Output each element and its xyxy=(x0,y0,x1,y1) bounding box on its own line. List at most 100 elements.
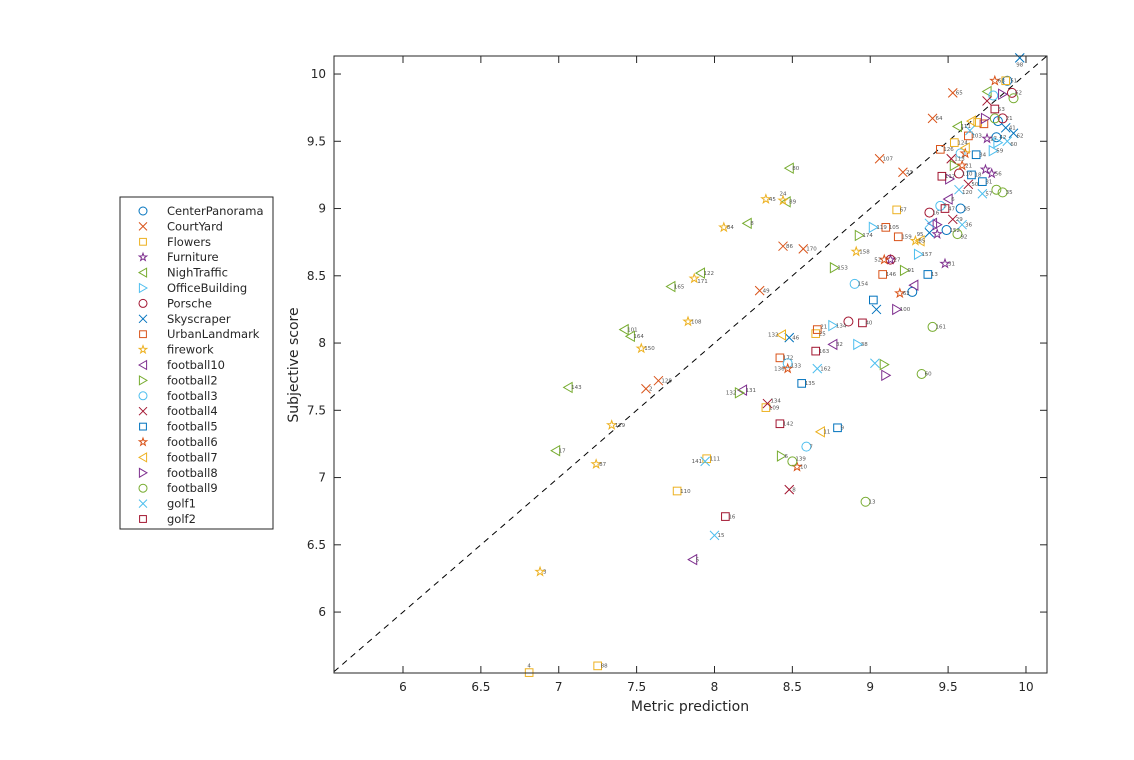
data-point xyxy=(992,116,1003,127)
data-point xyxy=(618,323,629,336)
data-point xyxy=(1002,75,1013,86)
point-label: 47 xyxy=(948,206,955,212)
legend-entry: football9 xyxy=(138,481,218,495)
legend-entry: golf2 xyxy=(139,512,196,526)
legend-entry: football2 xyxy=(138,373,218,387)
point-label: 132 xyxy=(768,333,779,339)
data-point xyxy=(829,261,840,274)
legend-label: NighTraffic xyxy=(167,266,228,280)
legend-label: football9 xyxy=(167,481,218,495)
data-point xyxy=(937,171,947,181)
point-label: 143 xyxy=(571,385,582,391)
point-label: 46 xyxy=(792,335,799,341)
x-tick-label: 6 xyxy=(399,680,407,694)
point-label: 113 xyxy=(954,157,965,163)
data-point xyxy=(913,248,925,261)
point-label: 119 xyxy=(876,225,887,231)
data-point xyxy=(775,419,785,429)
data-point xyxy=(946,153,957,164)
point-label: 52 xyxy=(874,257,881,263)
data-point xyxy=(914,235,925,247)
data-point xyxy=(871,304,882,315)
point-label: 16 xyxy=(728,514,735,520)
data-point xyxy=(682,315,694,327)
series-football9 xyxy=(787,93,1019,507)
data-point xyxy=(828,319,839,332)
data-point xyxy=(963,179,974,190)
point-label: 101 xyxy=(627,327,638,333)
legend-entry: golf1 xyxy=(138,497,196,511)
legend-entry: Porsche xyxy=(138,296,212,310)
legend-label: golf1 xyxy=(167,497,196,511)
point-label: 98 xyxy=(1016,62,1023,68)
data-point xyxy=(892,303,903,316)
point-label: 62 xyxy=(1015,91,1022,97)
data-point xyxy=(965,115,977,127)
y-tick-label: 8.5 xyxy=(307,269,326,283)
legend-entry: football5 xyxy=(139,420,218,434)
series-football8 xyxy=(881,88,1009,382)
data-point xyxy=(947,214,958,225)
point-label: 172 xyxy=(783,356,794,362)
data-point xyxy=(833,423,842,433)
point-label: 124 xyxy=(957,140,968,146)
series-firework xyxy=(534,193,922,577)
data-point xyxy=(827,338,838,351)
data-point xyxy=(982,96,992,106)
point-label: 42 xyxy=(999,135,1006,141)
point-label: 23 xyxy=(906,170,913,176)
data-point xyxy=(981,85,992,98)
legend-entry: Furniture xyxy=(137,250,219,264)
data-points xyxy=(333,53,1048,677)
point-label: 40 xyxy=(865,321,872,327)
data-point xyxy=(798,244,809,254)
point-label: 21 xyxy=(965,163,972,169)
y-tick-label: 9 xyxy=(318,202,326,216)
point-label: 62 xyxy=(1017,134,1024,140)
data-point xyxy=(989,113,1000,124)
point-label: 133 xyxy=(791,364,802,370)
point-label: 50 xyxy=(971,182,978,188)
point-label: 62 xyxy=(903,291,910,297)
data-point xyxy=(967,170,976,180)
axes-box xyxy=(333,55,1048,674)
legend-label: football7 xyxy=(167,450,218,464)
point-label: 17 xyxy=(559,448,566,454)
point-label: 13 xyxy=(931,272,938,278)
point-label: 63 xyxy=(998,79,1005,85)
data-point xyxy=(893,232,903,242)
point-label: 110 xyxy=(962,171,973,177)
data-point xyxy=(940,204,950,213)
point-label: 6 xyxy=(951,197,955,203)
data-point xyxy=(997,113,1008,124)
legend-entry: NighTraffic xyxy=(138,266,228,280)
legend-label: football2 xyxy=(167,373,218,387)
data-point xyxy=(957,219,967,230)
data-point xyxy=(990,104,1000,114)
data-point xyxy=(979,163,992,175)
legend-entry: football4 xyxy=(138,404,218,418)
point-label: 157 xyxy=(922,252,933,258)
point-label: 111 xyxy=(710,456,721,462)
point-label: 122 xyxy=(703,271,714,277)
data-point xyxy=(665,280,676,293)
legend-entry: OfficeBuilding xyxy=(138,281,247,295)
legend-entry: football7 xyxy=(138,450,218,464)
point-label: 32 xyxy=(836,342,843,348)
series-golf2 xyxy=(721,104,1000,521)
y-tick-label: 6.5 xyxy=(307,538,326,552)
series-golf1 xyxy=(700,125,1013,541)
legend-entry: football3 xyxy=(138,389,218,403)
data-point xyxy=(898,167,908,178)
data-point xyxy=(1002,136,1013,147)
series-OfficeBuilding xyxy=(828,136,1004,351)
point-label: 146 xyxy=(886,272,897,278)
data-point xyxy=(762,398,773,409)
point-label: 38 xyxy=(861,342,868,348)
series-Porsche xyxy=(843,87,1017,327)
x-tick-label: 9.5 xyxy=(939,680,958,694)
point-label: 21 xyxy=(820,325,827,331)
point-label: 91 xyxy=(907,268,914,274)
